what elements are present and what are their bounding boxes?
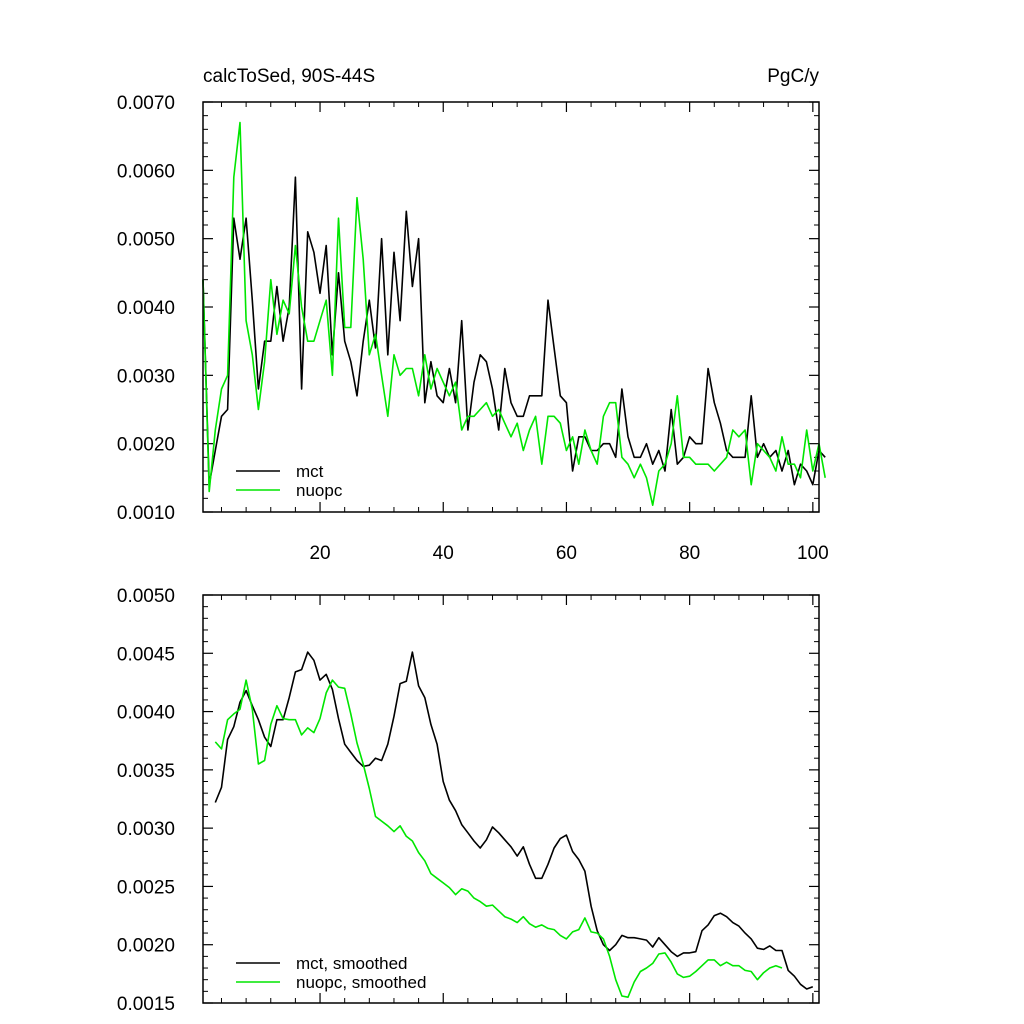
y-tick-label: 0.0030	[117, 366, 175, 387]
y-tick-label: 0.0060	[117, 161, 175, 182]
y-tick-label: 0.0050	[117, 586, 175, 607]
bottom-chart-frame	[202, 594, 820, 1004]
y-tick-label: 0.0030	[117, 819, 175, 840]
series-line-nuopc	[202, 121, 826, 507]
x-tick-label: 80	[679, 543, 700, 564]
bottom-chart-legend: mct, smoothed nuopc, smoothed	[236, 954, 426, 992]
top-chart-title: calcToSed, 90S-44S	[203, 66, 375, 87]
series-line-mct	[202, 176, 826, 486]
y-tick-label: 0.0020	[117, 435, 175, 456]
y-tick-label: 0.0040	[117, 703, 175, 724]
series-line-nuopc-smoothed	[214, 679, 783, 999]
x-tick-label: 40	[433, 543, 454, 564]
x-tick-label: 60	[556, 543, 577, 564]
x-tick-label: 100	[797, 543, 829, 564]
bottom-chart-series	[214, 651, 814, 999]
y-tick-label: 0.0050	[117, 230, 175, 251]
legend-label-mct: mct	[296, 462, 324, 481]
y-tick-label: 0.0035	[117, 761, 175, 782]
y-tick-label: 0.0025	[117, 877, 175, 898]
y-tick-label: 0.0020	[117, 936, 175, 957]
bottom-chart-ticks: 0.0015 0.0020 0.0025 0.0030 0.0035 0.0040 0.00…	[117, 586, 819, 1015]
y-tick-label: 0.0045	[117, 644, 175, 665]
bottom-chart-panel: 0.0015 0.0020 0.0025 0.0030 0.0035 0.0040 0.00…	[117, 586, 820, 1015]
top-chart-panel: calcToSed, 90S-44S PgC/y 0.00100.00200.0…	[117, 66, 829, 564]
top-chart-legend: mct nuopc	[236, 462, 343, 500]
top-chart-units: PgC/y	[767, 66, 819, 87]
top-chart-series	[202, 121, 826, 507]
legend-label-nuopc-smoothed: nuopc, smoothed	[296, 973, 426, 992]
y-tick-label: 0.0010	[117, 503, 175, 524]
top-chart-ticks: 0.0010 0.0020 0.0030 0.0040 0.0050 0.0060 0.00…	[117, 93, 829, 564]
y-tick-label: 0.0015	[117, 994, 175, 1015]
legend-label-nuopc: nuopc	[296, 481, 343, 500]
y-tick-label: 0.0070	[117, 93, 175, 114]
x-tick-label: 20	[309, 543, 330, 564]
legend-label-mct-smoothed: mct, smoothed	[296, 954, 408, 973]
series-line-mct-smoothed	[214, 651, 814, 990]
top-chart-frame	[202, 101, 820, 513]
y-tick-label: 0.0040	[117, 298, 175, 319]
